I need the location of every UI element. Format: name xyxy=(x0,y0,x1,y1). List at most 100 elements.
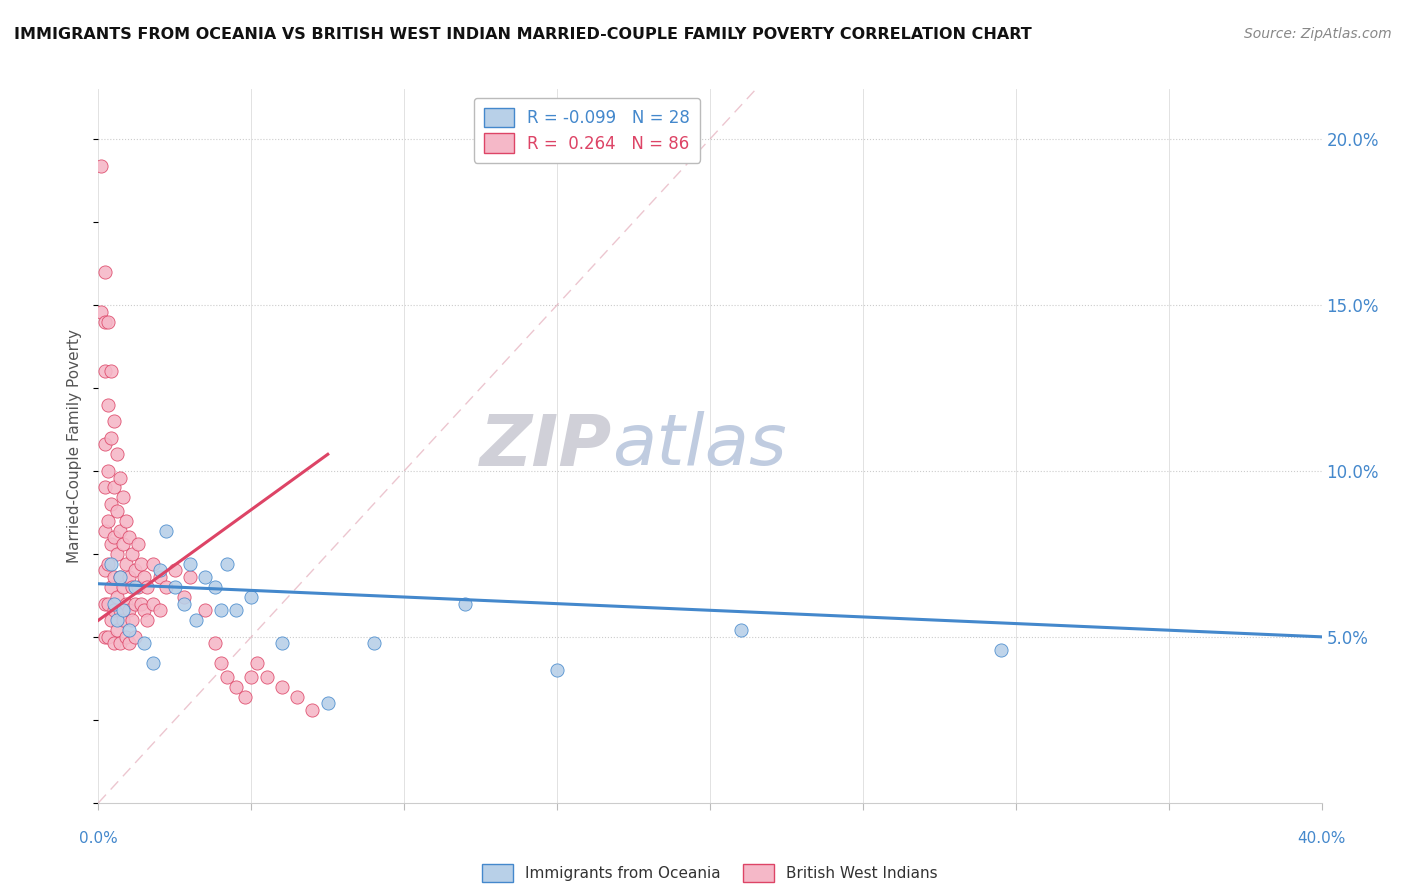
Point xyxy=(454,597,477,611)
Point xyxy=(100,431,122,445)
Point xyxy=(163,564,186,578)
Point xyxy=(118,570,141,584)
Point xyxy=(316,696,339,710)
Text: atlas: atlas xyxy=(612,411,787,481)
Point xyxy=(215,557,238,571)
Text: 40.0%: 40.0% xyxy=(1298,831,1346,846)
Point xyxy=(100,497,122,511)
Y-axis label: Married-Couple Family Poverty: Married-Couple Family Poverty xyxy=(67,329,83,563)
Point xyxy=(97,597,120,611)
Point xyxy=(209,657,232,671)
Text: 0.0%: 0.0% xyxy=(79,831,118,846)
Point xyxy=(115,514,138,528)
Point xyxy=(149,603,172,617)
Point xyxy=(93,364,115,378)
Point xyxy=(155,580,177,594)
Point xyxy=(163,580,186,594)
Point xyxy=(103,414,125,428)
Point xyxy=(100,580,122,594)
Point xyxy=(111,603,134,617)
Point xyxy=(186,613,208,627)
Point xyxy=(103,636,125,650)
Point xyxy=(93,437,115,451)
Point xyxy=(124,630,146,644)
Point xyxy=(546,663,568,677)
Point xyxy=(149,564,172,578)
Point xyxy=(129,597,152,611)
Point xyxy=(115,557,138,571)
Point xyxy=(363,636,385,650)
Point xyxy=(108,570,131,584)
Point xyxy=(142,657,165,671)
Point xyxy=(204,580,226,594)
Point xyxy=(730,624,752,638)
Point xyxy=(111,537,134,551)
Point xyxy=(270,636,292,650)
Point xyxy=(142,597,165,611)
Point xyxy=(103,597,125,611)
Point xyxy=(990,643,1012,657)
Point xyxy=(105,447,128,461)
Point xyxy=(149,570,172,584)
Point xyxy=(93,597,115,611)
Point xyxy=(111,613,134,627)
Point xyxy=(129,557,152,571)
Point xyxy=(124,564,146,578)
Point xyxy=(194,570,217,584)
Point xyxy=(118,636,141,650)
Point xyxy=(118,624,141,638)
Point xyxy=(124,597,146,611)
Point xyxy=(93,524,115,538)
Text: IMMIGRANTS FROM OCEANIA VS BRITISH WEST INDIAN MARRIED-COUPLE FAMILY POVERTY COR: IMMIGRANTS FROM OCEANIA VS BRITISH WEST … xyxy=(14,27,1032,42)
Point xyxy=(111,491,134,505)
Point xyxy=(121,547,143,561)
Point xyxy=(134,570,156,584)
Point xyxy=(127,580,149,594)
Point xyxy=(105,613,128,627)
Point xyxy=(179,570,201,584)
Point xyxy=(93,564,115,578)
Point xyxy=(100,537,122,551)
Legend: Immigrants from Oceania, British West Indians: Immigrants from Oceania, British West In… xyxy=(477,858,943,888)
Point xyxy=(285,690,308,704)
Point xyxy=(93,265,115,279)
Point xyxy=(100,613,122,627)
Point xyxy=(103,530,125,544)
Point xyxy=(97,314,120,328)
Point xyxy=(108,570,131,584)
Point xyxy=(127,537,149,551)
Point xyxy=(90,304,112,318)
Point xyxy=(124,580,146,594)
Point xyxy=(209,603,232,617)
Point xyxy=(155,524,177,538)
Point xyxy=(204,636,226,650)
Point xyxy=(97,630,120,644)
Point xyxy=(225,680,247,694)
Point xyxy=(173,597,195,611)
Point xyxy=(97,514,120,528)
Point xyxy=(240,670,263,684)
Point xyxy=(97,397,120,411)
Point xyxy=(100,557,122,571)
Point xyxy=(111,580,134,594)
Point xyxy=(121,613,143,627)
Point xyxy=(233,690,256,704)
Point xyxy=(225,603,247,617)
Point xyxy=(118,530,141,544)
Point xyxy=(215,670,238,684)
Point xyxy=(246,657,269,671)
Point xyxy=(105,504,128,518)
Point xyxy=(108,524,131,538)
Text: Source: ZipAtlas.com: Source: ZipAtlas.com xyxy=(1244,27,1392,41)
Text: ZIP: ZIP xyxy=(479,411,612,481)
Point xyxy=(93,481,115,495)
Point xyxy=(97,557,120,571)
Point xyxy=(270,680,292,694)
Point xyxy=(108,470,131,484)
Point xyxy=(301,703,323,717)
Point xyxy=(105,590,128,604)
Point xyxy=(108,603,131,617)
Point xyxy=(97,464,120,478)
Point xyxy=(240,590,263,604)
Point xyxy=(105,624,128,638)
